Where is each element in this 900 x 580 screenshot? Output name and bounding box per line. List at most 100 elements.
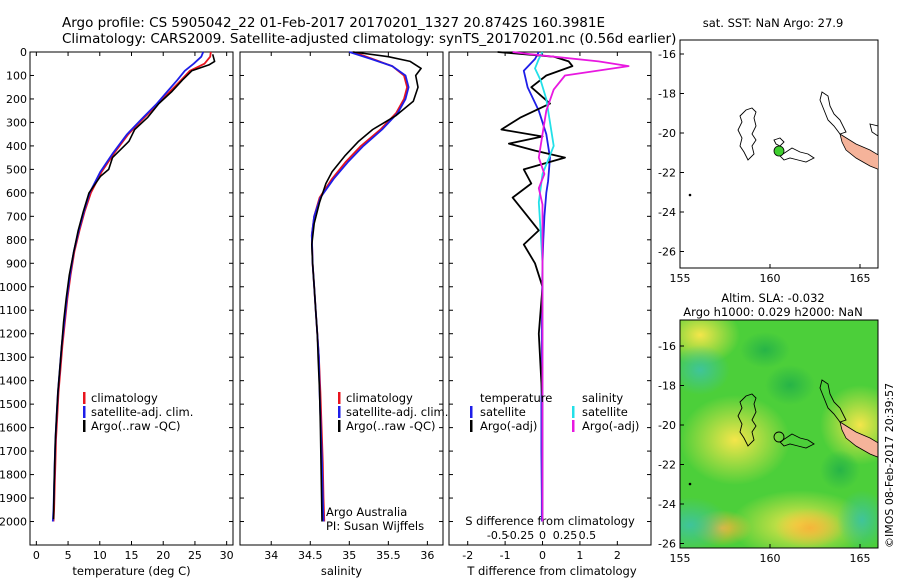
y-tick-label: 1800	[0, 469, 27, 482]
s-tick-label: 0.25	[553, 529, 578, 542]
map-y-tick-label: -18	[658, 380, 676, 393]
island-outline-vanuatu-west	[737, 107, 757, 161]
x-tick-label: 35.5	[376, 549, 401, 562]
legend-swatch-climatology	[338, 392, 341, 404]
imos-credit: ©IMOS 08-Feb-2017 20:39:57	[883, 383, 896, 548]
difference-legend: temperature salinity satellite Argo(-adj…	[470, 391, 639, 433]
series-line-argo-raw-qc	[52, 54, 216, 520]
sla-blob-cyan-3	[680, 345, 730, 395]
small-island-dot	[688, 482, 692, 486]
sst-map-title: sat. SST: NaN Argo: 27.9	[703, 16, 844, 30]
x-tick-label: 25	[188, 549, 202, 562]
y-tick-label: 1600	[0, 422, 27, 435]
map-y-tick-label: -24	[658, 206, 676, 219]
map-y-tick-label: -24	[658, 498, 676, 511]
map-y-tick-label: -22	[658, 459, 676, 472]
map-x-tick-label: 165	[850, 552, 871, 565]
salinity-panel: 34 34.5 35 35.5 36 salinity	[239, 51, 444, 578]
header-line2: Climatology: CARS2009. Satellite-adjuste…	[62, 31, 676, 47]
x-tick-label: -2	[462, 549, 473, 562]
legend-swatch-satellite	[83, 406, 86, 418]
series-line-t-satellite	[522, 51, 551, 522]
map-y-tick-label: -22	[658, 167, 676, 180]
y-tick-label: 1500	[0, 398, 27, 411]
x-tick-label: 0	[33, 549, 40, 562]
sla-map-title-2: Argo h1000: 0.029 h2000: NaN	[683, 305, 862, 319]
legend-swatch-s-satellite	[572, 406, 575, 418]
y-tick-label: 200	[6, 93, 27, 106]
s-tick-label: 0.5	[579, 529, 597, 542]
x-tick-label: 15	[125, 549, 139, 562]
series-line-argo-raw-qc	[310, 51, 422, 522]
s-tick-label: 0	[539, 529, 546, 542]
sla-map-title-1: Altim. SLA: -0.032	[721, 291, 825, 305]
y-tick-label: 300	[6, 116, 27, 129]
x-axis-label-bottom: T difference from climatology	[466, 564, 637, 578]
difference-panel: -2 -1 0 1 2 T difference from climatology S di…	[448, 51, 652, 578]
sla-map: Altim. SLA: -0.032 Argo h1000: 0.029 h20…	[658, 291, 879, 565]
map-x-tick-label: 160	[760, 272, 781, 285]
y-tick-label: 100	[6, 69, 27, 82]
x-tick-label: 20	[156, 549, 170, 562]
y-tick-label: 600	[6, 187, 27, 200]
legend-swatch-argo	[83, 420, 86, 432]
plot-frame	[29, 51, 234, 546]
legend-swatch-t-argo	[470, 420, 473, 432]
s-tick-label: -0.5	[487, 529, 508, 542]
map-x-tick-label: 165	[850, 272, 871, 285]
series-line-s-argo-adj	[512, 51, 630, 522]
y-tick-label: 500	[6, 163, 27, 176]
x-tick-label: 34.5	[298, 549, 323, 562]
legend-label-argo: Argo(..raw -QC)	[91, 419, 181, 433]
temperature-panel: 0100200300400500600700800900100011001200…	[0, 46, 234, 578]
island-outline-small-1	[773, 137, 815, 163]
x-tick-label: -1	[500, 549, 511, 562]
legend-swatch-climatology	[83, 392, 86, 404]
y-tick-label: 1000	[0, 281, 27, 294]
annotation-argo-australia: Argo Australia	[326, 505, 407, 519]
legend-swatch-t-satellite	[470, 406, 473, 418]
map-x-tick-label: 160	[760, 552, 781, 565]
y-tick-label: 1900	[0, 492, 27, 505]
map-x-tick-label: 155	[670, 552, 691, 565]
salinity-legend: climatology satellite-adj. clim. Argo(..…	[326, 391, 448, 533]
y-tick-label: 1400	[0, 375, 27, 388]
argo-position-ring	[773, 431, 785, 443]
y-tick-label: 700	[6, 210, 27, 223]
legend-label-climatology: climatology	[91, 391, 158, 405]
legend-label-climatology: climatology	[346, 391, 413, 405]
x-axis-label-top: S difference from climatology	[465, 514, 635, 528]
map-y-tick-label: -18	[658, 88, 676, 101]
y-tick-label: 0	[20, 46, 27, 59]
legend-swatch-satellite	[338, 406, 341, 418]
map-y-tick-label: -26	[658, 246, 676, 259]
plot-frame	[239, 51, 444, 546]
x-tick-label: 30	[220, 549, 234, 562]
header-line1: Argo profile: CS 5905042_22 01-Feb-2017 …	[62, 15, 605, 31]
x-axis-label: temperature (deg C)	[72, 564, 190, 578]
x-tick-label: 35	[342, 549, 356, 562]
legend-label-argo: Argo(..raw -QC)	[346, 419, 436, 433]
legend-label-s-argo: Argo(-adj)	[582, 419, 639, 433]
x-tick-label: 1	[576, 549, 583, 562]
y-tick-label: 400	[6, 140, 27, 153]
s-tick-label: -0.25	[506, 529, 534, 542]
coast-fill	[839, 133, 878, 170]
x-tick-label: 34	[264, 549, 278, 562]
sla-blob-orange-1	[775, 508, 845, 548]
temperature-legend: climatology satellite-adj. clim. Argo(..…	[83, 391, 193, 433]
annotation-pi: PI: Susan Wijffels	[326, 519, 424, 533]
x-tick-label: 5	[65, 549, 72, 562]
sla-map-frame	[679, 319, 879, 549]
x-tick-label: 36	[420, 549, 434, 562]
legend-header-salinity: salinity	[582, 391, 623, 405]
small-island-dot	[688, 193, 692, 197]
x-tick-label: 2	[614, 549, 621, 562]
island-outline-vanuatu-west	[737, 393, 757, 447]
y-tick-label: 1700	[0, 445, 27, 458]
map-y-tick-label: -20	[658, 127, 676, 140]
legend-label-t-argo: Argo(-adj)	[480, 419, 537, 433]
map-y-tick-label: -16	[658, 48, 676, 61]
legend-label-t-satellite: satellite	[480, 405, 526, 419]
